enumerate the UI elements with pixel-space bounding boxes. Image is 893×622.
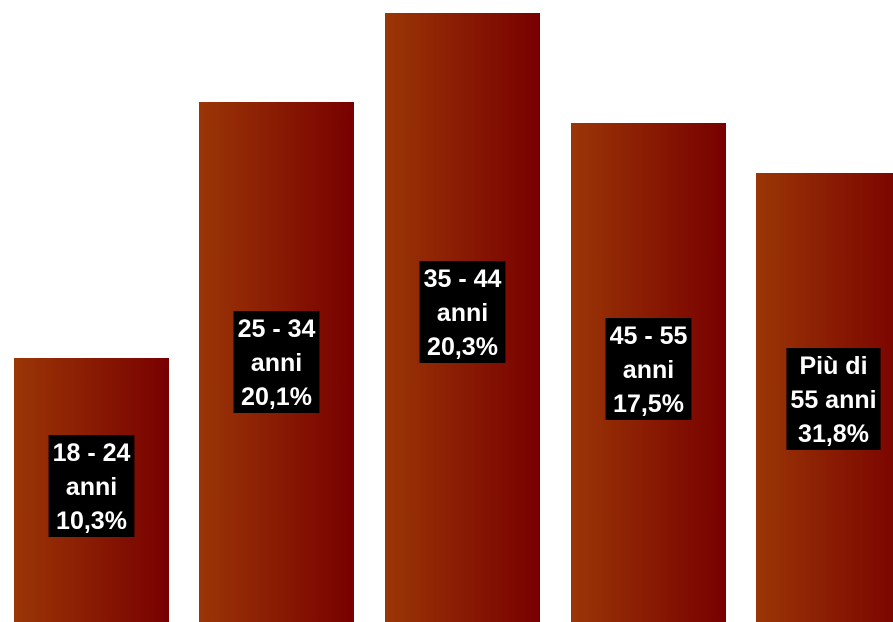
bar-category-label: 18 - 24	[53, 439, 131, 467]
bar-value-label: 10,3%	[56, 507, 127, 535]
bar-value-label: 31,8%	[798, 420, 869, 448]
bar-label-background	[605, 318, 692, 420]
bar-label-5: Più di 55 anni 31,8%	[786, 348, 881, 450]
bar-label-3: 35 - 44 anni 20,3%	[419, 261, 506, 363]
bar-value-label: 20,3%	[427, 333, 498, 361]
bar-category-label: anni	[623, 356, 674, 384]
bar-category-label: anni	[437, 299, 488, 327]
bar-category-label: anni	[251, 349, 302, 377]
bar-labels-group: 18 - 24 anni 10,3% 25 - 34 anni 20,1% 35 - 44 a…	[48, 261, 881, 537]
bar-value-label: 20,1%	[241, 383, 312, 411]
bar-label-1: 18 - 24 anni 10,3%	[48, 435, 135, 537]
bar-category-label: anni	[66, 473, 117, 501]
bar-label-2: 25 - 34 anni 20,1%	[233, 311, 320, 413]
bar-category-label: 55 anni	[790, 386, 876, 414]
bar-label-background	[233, 311, 320, 413]
bar-category-label: 35 - 44	[424, 265, 502, 293]
bar-label-4: 45 - 55 anni 17,5%	[605, 318, 692, 420]
bar-label-background	[786, 348, 881, 450]
bar-value-label: 17,5%	[613, 390, 684, 418]
bar-label-background	[48, 435, 135, 537]
bar-category-label: Più di	[799, 352, 867, 380]
bar-category-label: 45 - 55	[610, 322, 688, 350]
bar-label-background	[419, 261, 506, 363]
bar-category-label: 25 - 34	[238, 315, 316, 343]
